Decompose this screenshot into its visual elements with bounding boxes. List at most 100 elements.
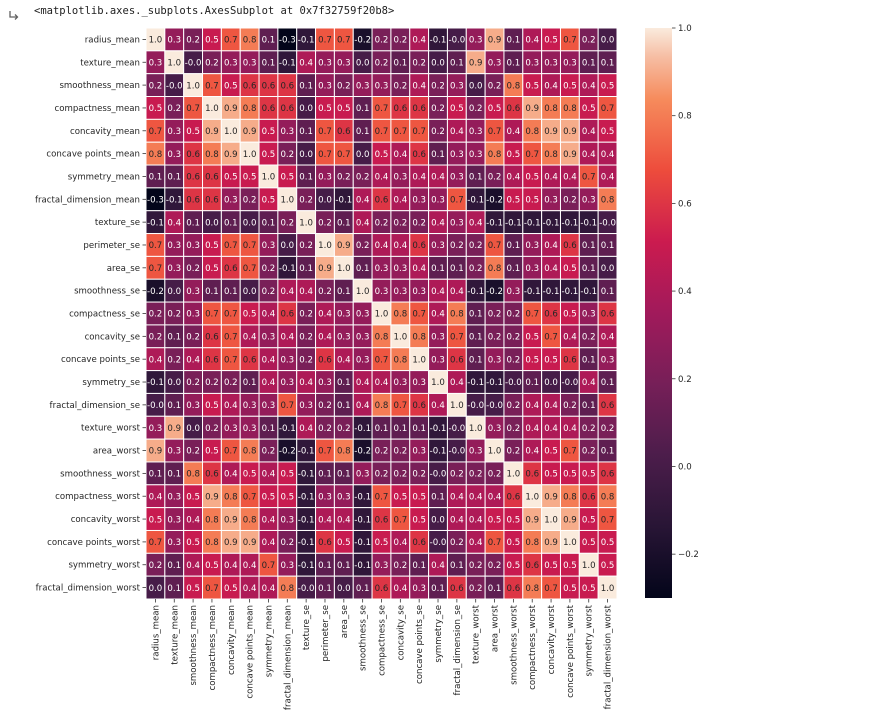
cell-value-label: 0.4 xyxy=(262,538,276,548)
cell-value-label: 0.8 xyxy=(224,492,238,502)
cell-value-label: -0.0 xyxy=(467,401,484,411)
cell-value-label: 0.3 xyxy=(167,515,181,525)
cell-value-label: 0.7 xyxy=(224,241,238,251)
cell-value-label: 0.3 xyxy=(431,241,445,251)
cell-value-label: 0.6 xyxy=(262,104,276,114)
cell-value-label: 0.2 xyxy=(394,81,408,91)
cell-value-label: -0.1 xyxy=(486,218,503,228)
cell-value-label: 0.4 xyxy=(337,515,351,525)
colorbar-tick-label: 0.4 xyxy=(678,287,692,297)
cell-value-label: 0.1 xyxy=(375,424,389,434)
cell-value-label: 0.8 xyxy=(394,355,408,365)
cell-value-label: 0.6 xyxy=(280,104,294,114)
cell-value-label: 0.2 xyxy=(318,401,332,411)
cell-value-label: 0.3 xyxy=(299,401,313,411)
cell-value-label: 0.5 xyxy=(601,127,615,137)
cell-value-label: 0.4 xyxy=(394,584,408,594)
cell-value-label: 0.2 xyxy=(186,264,200,274)
cell-value-label: 0.7 xyxy=(412,310,426,320)
cell-value-label: 0.3 xyxy=(318,81,332,91)
cell-value-label: 0.5 xyxy=(525,355,539,365)
cell-value-label: 0.4 xyxy=(356,218,370,228)
cell-value-label: 0.6 xyxy=(507,584,521,594)
cell-value-label: 1.0 xyxy=(394,333,408,343)
y-tick-label: fractal_dimension_worst xyxy=(36,584,141,594)
cell-value-label: -0.1 xyxy=(354,515,371,525)
cell-value-label: -0.0 xyxy=(562,378,579,388)
cell-value-label: 0.0 xyxy=(318,196,332,206)
cell-value-label: 0.6 xyxy=(375,196,389,206)
cell-value-label: 0.2 xyxy=(469,470,483,480)
cell-value-label: -0.1 xyxy=(543,218,560,228)
cell-value-label: 0.2 xyxy=(149,561,163,571)
cell-value-label: 0.4 xyxy=(149,355,163,365)
cell-value-label: 0.3 xyxy=(224,58,238,68)
cell-value-label: 0.2 xyxy=(375,58,389,68)
cell-value-label: 0.1 xyxy=(507,241,521,251)
cell-value-label: 0.4 xyxy=(582,150,596,160)
cell-value-label: 0.4 xyxy=(299,58,313,68)
cell-value-label: 0.2 xyxy=(375,36,389,46)
cell-value-label: 0.4 xyxy=(431,310,445,320)
cell-value-label: 0.7 xyxy=(149,538,163,548)
cell-value-label: 0.9 xyxy=(149,447,163,457)
cell-value-label: 0.4 xyxy=(356,196,370,206)
cell-value-label: 0.3 xyxy=(431,333,445,343)
cell-value-label: 0.2 xyxy=(149,333,163,343)
cell-value-label: 0.1 xyxy=(431,584,445,594)
cell-value-label: 0.7 xyxy=(337,36,351,46)
cell-value-label: 0.8 xyxy=(205,515,219,525)
cell-value-label: 0.1 xyxy=(299,264,313,274)
cell-value-label: 0.2 xyxy=(318,287,332,297)
cell-value-label: 0.1 xyxy=(356,104,370,114)
cell-value-label: 0.1 xyxy=(262,218,276,228)
cell-value-label: 0.4 xyxy=(582,127,596,137)
cell-value-label: 1.0 xyxy=(507,470,521,480)
cell-value-label: 0.2 xyxy=(394,218,408,228)
y-tick-label: texture_mean xyxy=(80,58,140,68)
cell-value-label: 0.7 xyxy=(318,36,332,46)
cell-value-label: -0.1 xyxy=(524,287,541,297)
cell-value-label: 0.6 xyxy=(525,561,539,571)
cell-value-label: 0.5 xyxy=(186,584,200,594)
cell-value-label: 0.4 xyxy=(243,333,257,343)
cell-value-label: 0.9 xyxy=(224,150,238,160)
cell-value-label: -0.1 xyxy=(298,492,315,502)
cell-value-label: 1.0 xyxy=(167,58,181,68)
cell-value-label: -0.0 xyxy=(185,58,202,68)
cell-value-label: 1.0 xyxy=(525,492,539,502)
x-tick-label: radius_mean xyxy=(151,605,161,660)
cell-value-label: -0.2 xyxy=(354,36,371,46)
cell-value-label: 0.3 xyxy=(469,127,483,137)
cell-value-label: 0.4 xyxy=(469,538,483,548)
cell-value-label: 1.0 xyxy=(205,104,219,114)
cell-value-label: 0.7 xyxy=(525,310,539,320)
x-tick-label: compactness_mean xyxy=(208,605,218,691)
cell-value-label: 0.1 xyxy=(205,287,219,297)
cell-value-label: 0.2 xyxy=(431,104,445,114)
cell-value-label: 0.3 xyxy=(318,378,332,388)
cell-value-label: -0.0 xyxy=(599,218,616,228)
x-tick-label: area_se xyxy=(340,605,350,638)
cell-value-label: 0.2 xyxy=(224,378,238,388)
cell-value-label: 0.2 xyxy=(582,36,596,46)
cell-value-label: 0.5 xyxy=(544,561,558,571)
cell-value-label: 0.8 xyxy=(507,81,521,91)
cell-value-label: 0.5 xyxy=(507,196,521,206)
cell-value-label: 0.3 xyxy=(186,310,200,320)
cell-value-label: 0.6 xyxy=(412,150,426,160)
cell-value-label: 1.0 xyxy=(544,515,558,525)
cell-value-label: 0.2 xyxy=(469,584,483,594)
x-tick-label: smoothness_se xyxy=(359,605,369,671)
cell-value-label: 0.6 xyxy=(186,150,200,160)
cell-value-label: 0.1 xyxy=(149,173,163,183)
cell-value-label: 0.7 xyxy=(149,241,163,251)
cell-value-label: 0.6 xyxy=(375,515,389,525)
cell-value-label: 0.6 xyxy=(563,355,577,365)
cell-value-label: 1.0 xyxy=(280,196,294,206)
cell-value-label: 0.4 xyxy=(186,561,200,571)
cell-value-label: 0.5 xyxy=(507,150,521,160)
cell-value-label: 0.7 xyxy=(563,447,577,457)
cell-value-label: 1.0 xyxy=(375,310,389,320)
cell-value-label: 0.2 xyxy=(488,470,502,480)
